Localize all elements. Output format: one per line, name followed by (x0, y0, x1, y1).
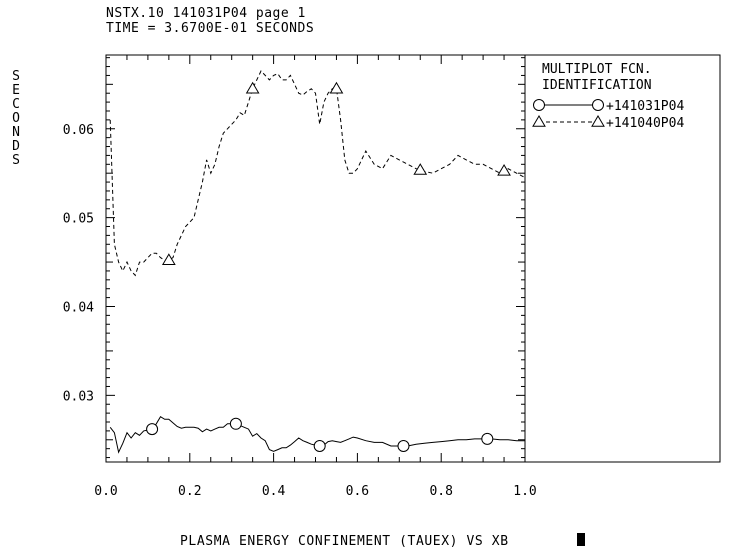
series-1-marker (313, 440, 326, 453)
legend-marker-2 (591, 115, 605, 127)
x-tick-label: 0.6 (346, 484, 369, 499)
legend-marker-1 (592, 99, 604, 111)
x-tick-label: 1.0 (513, 484, 536, 499)
legend-marker-2 (532, 115, 546, 127)
series-1-marker (146, 423, 159, 436)
series-2-marker (413, 163, 428, 175)
header-line-1: NSTX.10 141031P04 page 1 (106, 6, 306, 21)
series-2-marker (161, 253, 176, 265)
series-1-marker (229, 417, 242, 430)
x-tick-label: 0.4 (262, 484, 286, 499)
x-tick-label: 0.0 (94, 484, 117, 499)
series-line-2 (109, 70, 526, 277)
legend-frame (524, 54, 721, 463)
series-line-1 (109, 416, 525, 454)
legend-label-1: +141031P04 (606, 99, 684, 114)
y-tick-label: 0.03 (63, 389, 94, 404)
x-tick-label: 0.8 (429, 484, 452, 499)
y-tick-label: 0.04 (63, 300, 94, 315)
legend-marker-1 (533, 99, 545, 111)
series-2-marker (245, 81, 260, 94)
y-tick-label: 0.05 (63, 212, 94, 227)
series-2-marker (497, 163, 511, 176)
series-1-marker (481, 432, 494, 445)
series-1-marker (397, 440, 410, 453)
x-axis-label: PLASMA ENERGY CONFINEMENT (TAUEX) VS XB (180, 534, 509, 549)
x-tick-label: 0.2 (178, 484, 201, 499)
header-line-2: TIME = 3.6700E-01 SECONDS (106, 21, 315, 36)
legend-label-2: +141040P04 (606, 116, 684, 131)
legend-title-1: MULTIPLOT FCN. (542, 62, 652, 77)
y-tick-label: 0.06 (63, 123, 94, 138)
legend-title-2: IDENTIFICATION (542, 78, 652, 93)
series-2-marker (329, 81, 344, 94)
cursor-block (577, 533, 585, 546)
